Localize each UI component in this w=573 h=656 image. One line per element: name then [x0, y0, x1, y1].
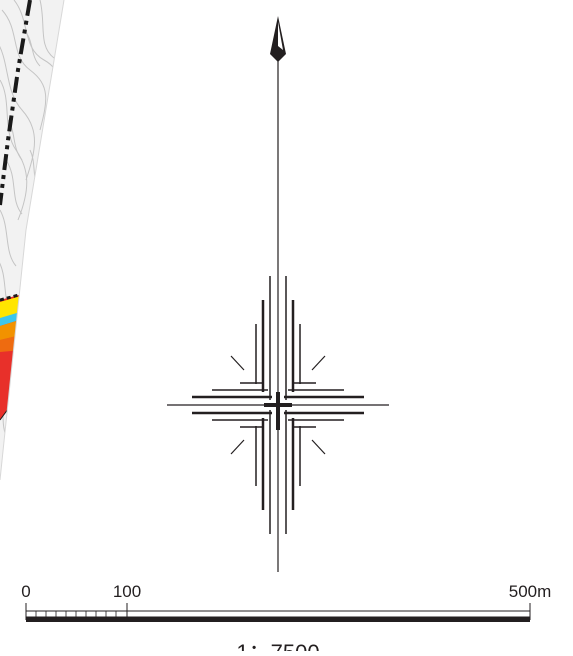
scale-bar: 0 100 500m 1：7500 — [21, 582, 552, 656]
map-fragment — [0, 0, 65, 481]
scale-label-500m: 500m — [509, 582, 552, 601]
scale-subdivisions — [35, 611, 117, 617]
land-use-area — [0, 290, 31, 421]
scale-label-0: 0 — [21, 582, 30, 601]
compass-rose-icon — [167, 276, 389, 534]
terrain-area — [0, 0, 64, 480]
north-arrow-icon — [270, 16, 286, 62]
north-arrow — [270, 16, 286, 572]
scale-ratio: 1：7500 — [236, 640, 319, 651]
scale-label-100: 100 — [113, 582, 141, 601]
